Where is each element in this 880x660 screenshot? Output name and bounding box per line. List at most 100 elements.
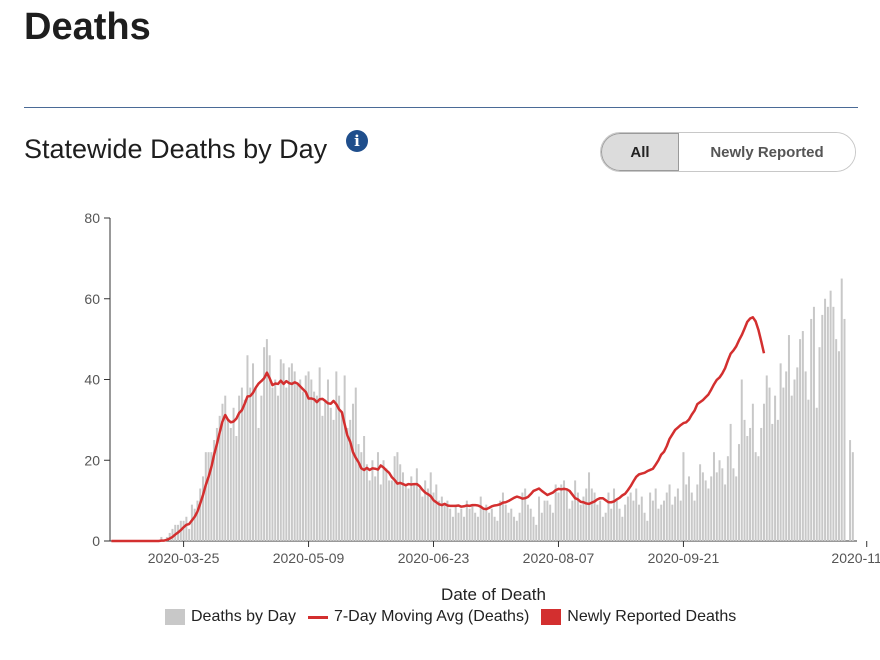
bar — [810, 318, 813, 541]
bar — [257, 427, 260, 541]
bar — [168, 532, 171, 541]
bar — [568, 508, 571, 541]
bar — [424, 480, 427, 541]
bar — [832, 306, 835, 541]
bar — [285, 387, 288, 541]
bar — [593, 492, 596, 541]
bar — [368, 480, 371, 541]
legend-label: Newly Reported Deaths — [567, 608, 737, 625]
bar — [213, 440, 216, 541]
bar — [560, 484, 563, 541]
bar — [599, 500, 602, 541]
toggle-newly-reported-button[interactable]: Newly Reported — [679, 133, 855, 171]
bar — [443, 504, 446, 541]
bar — [160, 536, 163, 541]
bar — [726, 456, 729, 541]
bar — [454, 504, 457, 541]
bar — [724, 484, 727, 541]
bar — [396, 452, 399, 541]
bar — [338, 395, 341, 541]
legend-swatch-new — [541, 609, 562, 625]
bar — [532, 516, 535, 541]
bar — [174, 524, 177, 541]
bar — [249, 387, 252, 541]
bar — [240, 387, 243, 541]
bar — [210, 452, 213, 541]
bar — [485, 504, 488, 541]
bar — [718, 460, 721, 541]
bar — [288, 367, 291, 541]
bar — [296, 383, 299, 541]
bar — [546, 500, 549, 541]
bar — [849, 440, 852, 541]
bar — [596, 504, 599, 541]
bar — [540, 512, 543, 541]
bar — [749, 427, 752, 541]
bar — [712, 452, 715, 541]
legend-item-deaths-by-day[interactable]: Deaths by Day — [165, 608, 296, 626]
bar — [499, 500, 502, 541]
bar — [774, 395, 777, 541]
bar — [626, 496, 629, 541]
bar — [613, 488, 616, 541]
legend-swatch-line — [307, 615, 328, 619]
bar — [282, 363, 285, 541]
bar — [404, 484, 407, 541]
bar — [535, 524, 538, 541]
section-divider — [24, 107, 858, 108]
bar — [640, 496, 643, 541]
bar — [621, 516, 624, 541]
bar — [277, 395, 280, 541]
bar — [479, 496, 482, 541]
bar — [335, 371, 338, 541]
bar — [812, 306, 815, 541]
bar — [610, 508, 613, 541]
bar — [740, 379, 743, 541]
bar — [654, 488, 657, 541]
bar — [401, 472, 404, 541]
bar — [507, 512, 510, 541]
bar — [826, 306, 829, 541]
bar — [346, 427, 349, 541]
bar — [490, 508, 493, 541]
bar — [274, 379, 277, 541]
bar — [807, 399, 810, 541]
moving-avg-line — [111, 316, 766, 543]
bar — [227, 419, 230, 541]
section-title: Statewide Deaths by Day — [24, 134, 328, 164]
bar — [376, 452, 379, 541]
bar — [301, 391, 304, 541]
bar — [421, 496, 424, 541]
bar — [313, 391, 316, 541]
bar — [551, 512, 554, 541]
info-icon[interactable]: i — [346, 130, 368, 152]
bar — [801, 331, 804, 541]
bar — [837, 351, 840, 541]
bar — [815, 407, 818, 541]
bar — [349, 419, 352, 541]
bar — [760, 427, 763, 541]
legend-item-newly-reported[interactable]: Newly Reported Deaths — [541, 608, 736, 626]
bar — [687, 476, 690, 541]
toggle-all-button[interactable]: All — [601, 133, 679, 171]
bar — [218, 415, 221, 541]
bar — [432, 492, 435, 541]
bar — [221, 403, 224, 541]
bar — [526, 504, 529, 541]
bar — [649, 492, 652, 541]
bar — [663, 500, 666, 541]
bar — [682, 452, 685, 541]
bar — [590, 488, 593, 541]
bar — [765, 375, 768, 541]
legend-item-moving-avg[interactable]: 7-Day Moving Avg (Deaths) — [307, 608, 529, 626]
bar — [379, 484, 382, 541]
bar — [799, 339, 802, 541]
bar — [246, 355, 249, 541]
bar — [518, 512, 521, 541]
bar — [790, 395, 793, 541]
y-tick-label: 20 — [84, 452, 100, 468]
bar — [582, 496, 585, 541]
bar — [293, 371, 296, 541]
bar — [754, 452, 757, 541]
bar — [729, 423, 732, 541]
